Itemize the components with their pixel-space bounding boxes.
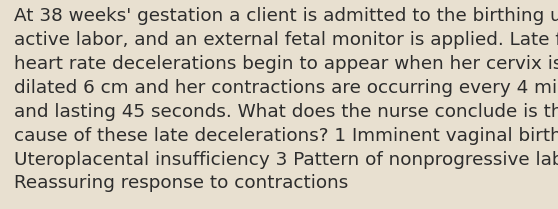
Text: At 38 weeks' gestation a client is admitted to the birthing unit in
active labor: At 38 weeks' gestation a client is admit… xyxy=(14,7,558,192)
